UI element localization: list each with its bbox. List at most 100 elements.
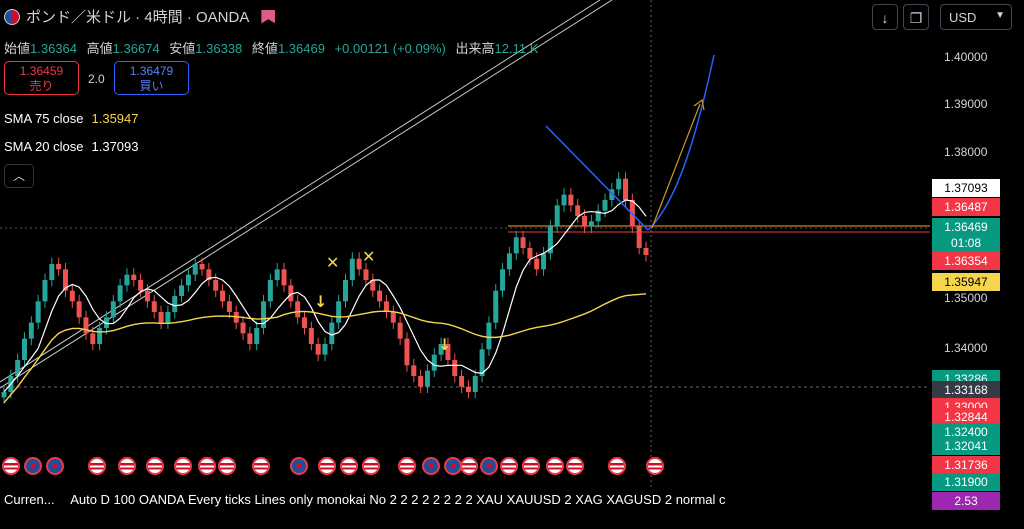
- candle-body: [240, 322, 246, 334]
- candle-body: [506, 253, 512, 270]
- us-flag-event-icon[interactable]: [566, 457, 584, 475]
- collapse-legend-button[interactable]: ︿: [4, 164, 34, 188]
- candle-body: [418, 376, 424, 387]
- price-chart[interactable]: ✕ ✕ ↓ ↓: [0, 0, 930, 490]
- axis-tick: 1.38000: [944, 145, 988, 159]
- candle-body: [261, 301, 267, 328]
- us-flag-event-icon[interactable]: [546, 457, 564, 475]
- uk-flag-event-icon[interactable]: [422, 457, 440, 475]
- candle-body: [561, 194, 567, 206]
- sma20-legend[interactable]: SMA 20 close 1.37093: [4, 139, 139, 154]
- us-flag-event-icon[interactable]: [218, 457, 236, 475]
- chevron-down-icon: ▼: [995, 10, 1005, 21]
- candle-body: [541, 253, 547, 270]
- candle-body: [500, 269, 506, 291]
- price-tag: 1.35947: [932, 273, 1000, 291]
- candle-body: [411, 365, 417, 376]
- candle-body: [199, 264, 205, 270]
- us-flag-event-icon[interactable]: [118, 457, 136, 475]
- sma75-value: 1.35947: [91, 111, 139, 126]
- candle-body: [158, 312, 164, 323]
- us-flag-event-icon[interactable]: [146, 457, 164, 475]
- forecast-arrow: [651, 103, 701, 229]
- candle-body: [575, 205, 581, 216]
- currency-select[interactable]: USD ▼: [940, 4, 1012, 30]
- uk-flag-event-icon[interactable]: [24, 457, 42, 475]
- us-flag-event-icon[interactable]: [318, 457, 336, 475]
- symbol-title[interactable]: ポンド／米ドル · 4時間 · OANDA: [4, 6, 276, 27]
- price-tag: 1.31900: [932, 473, 1000, 491]
- candle-body: [623, 178, 629, 200]
- axis-tick: 1.34000: [944, 341, 988, 355]
- candle-body: [42, 280, 48, 302]
- sma20-line: [3, 199, 647, 393]
- us-flag-event-icon[interactable]: [460, 457, 478, 475]
- candle-body: [493, 290, 499, 323]
- restore-window-button[interactable]: ❐: [903, 4, 929, 30]
- sma75-line: [3, 293, 647, 404]
- candle-body: [609, 189, 615, 200]
- candle-body: [179, 285, 185, 296]
- indicator-settings-text: Auto D 100 OANDA Every ticks Lines only …: [70, 492, 726, 507]
- sell-price: 1.36459: [19, 64, 64, 78]
- restore-window-icon: ❐: [909, 10, 923, 26]
- candle-body: [144, 290, 150, 302]
- candle-body: [479, 349, 485, 376]
- candle-body: [267, 280, 273, 302]
- candle-body: [117, 285, 123, 302]
- volume-label: 出来高: [455, 41, 495, 56]
- us-flag-event-icon[interactable]: [174, 457, 192, 475]
- candle-body: [547, 226, 553, 254]
- uk-flag-event-icon[interactable]: [46, 457, 64, 475]
- candle-body: [206, 269, 212, 280]
- candle-body: [110, 301, 116, 318]
- candle-body: [424, 370, 430, 387]
- us-flag-event-icon[interactable]: [2, 457, 20, 475]
- candle-body: [254, 328, 260, 344]
- uk-flag-event-icon[interactable]: [480, 457, 498, 475]
- candle-body: [636, 226, 642, 248]
- candle-body: [602, 200, 608, 211]
- candle-body: [192, 264, 198, 275]
- price-tag: 1.32400: [932, 423, 1000, 441]
- candle-body: [404, 338, 410, 366]
- price-tag: 1.33168: [932, 381, 1000, 399]
- axis-tick: 1.40000: [944, 50, 988, 64]
- low-label: 安値: [169, 41, 196, 56]
- scroll-to-realtime-button[interactable]: ↓: [872, 4, 898, 30]
- candle-body: [124, 274, 130, 286]
- us-flag-event-icon[interactable]: [198, 457, 216, 475]
- us-flag-event-icon[interactable]: [608, 457, 626, 475]
- sell-signal-icon: ✕: [326, 253, 339, 272]
- candle-body: [554, 205, 560, 227]
- us-flag-event-icon[interactable]: [340, 457, 358, 475]
- candle-body: [308, 328, 314, 344]
- sell-button[interactable]: 1.36459 売り: [4, 61, 79, 95]
- sma75-legend[interactable]: SMA 75 close 1.35947: [4, 111, 139, 126]
- us-flag-event-icon[interactable]: [252, 457, 270, 475]
- candle-body: [568, 194, 574, 206]
- bookmark-icon[interactable]: [261, 9, 276, 24]
- us-flag-event-icon[interactable]: [522, 457, 540, 475]
- candle-body: [56, 264, 62, 270]
- us-flag-event-icon[interactable]: [88, 457, 106, 475]
- sma75-label: SMA 75 close: [4, 111, 84, 126]
- us-flag-event-icon[interactable]: [500, 457, 518, 475]
- candle-body: [274, 269, 280, 280]
- buy-price: 1.36479: [129, 64, 174, 78]
- us-flag-event-icon[interactable]: [646, 457, 664, 475]
- drawn-trendline: [545, 125, 649, 231]
- price-tag: 1.32041: [932, 437, 1000, 455]
- buy-button[interactable]: 1.36479 買い: [114, 61, 189, 95]
- candle-body: [527, 248, 533, 259]
- us-flag-event-icon[interactable]: [398, 457, 416, 475]
- candle-body: [431, 354, 437, 371]
- us-flag-event-icon[interactable]: [362, 457, 380, 475]
- candle-body: [445, 344, 451, 360]
- uk-flag-event-icon[interactable]: [290, 457, 308, 475]
- currency-label[interactable]: Curren...: [4, 492, 55, 507]
- high-value: 1.36674: [112, 41, 160, 56]
- low-value: 1.36338: [195, 41, 243, 56]
- candle-body: [582, 216, 588, 227]
- candle-body: [90, 333, 96, 344]
